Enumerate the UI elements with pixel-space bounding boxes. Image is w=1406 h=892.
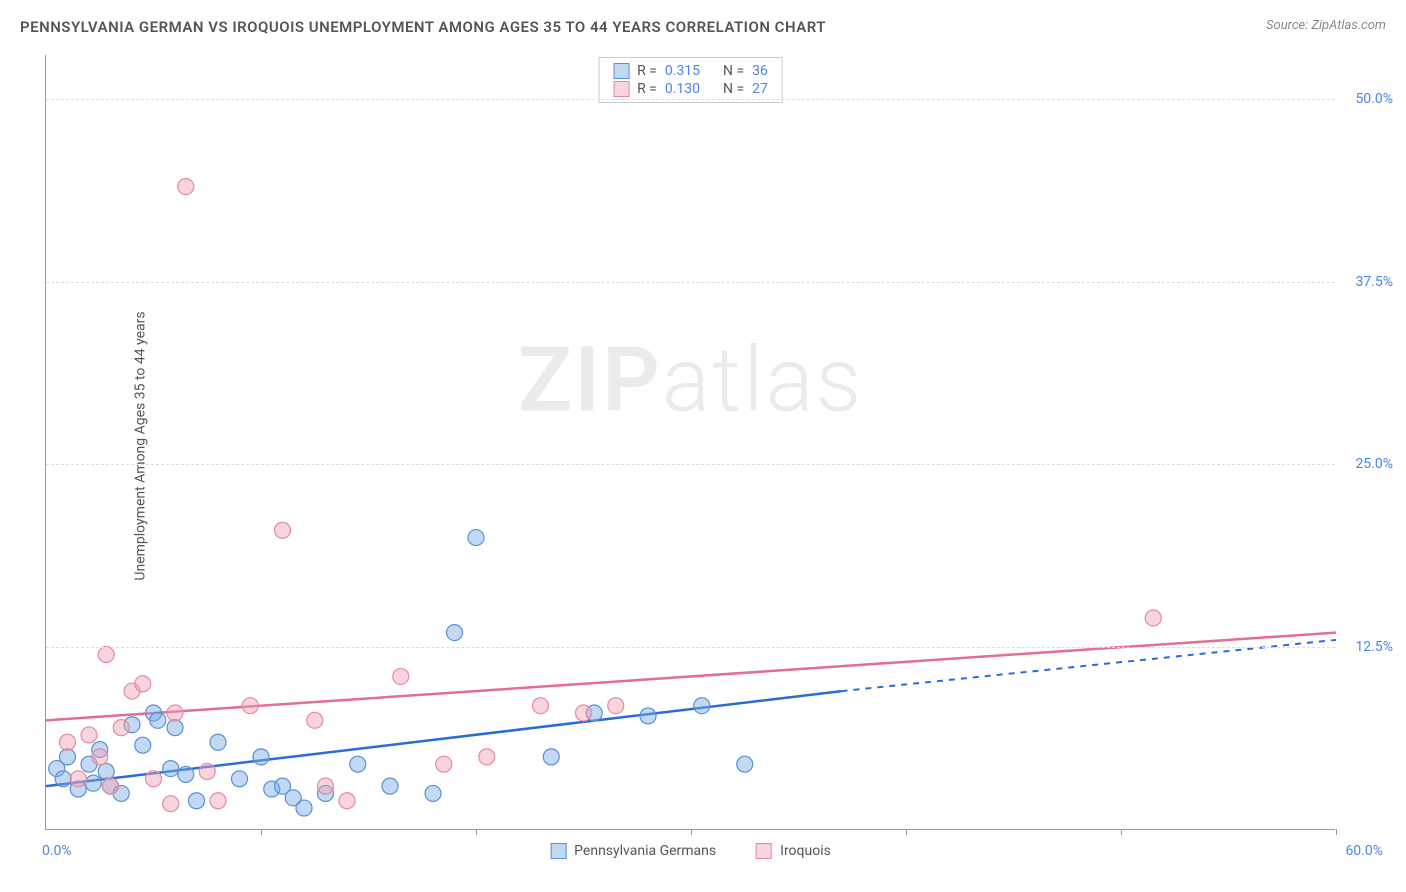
legend-label-pg: Pennsylvania Germans bbox=[574, 843, 716, 859]
gridline-h bbox=[46, 282, 1335, 283]
data-point bbox=[608, 698, 624, 714]
data-point bbox=[468, 530, 484, 546]
data-point bbox=[163, 761, 179, 777]
data-point bbox=[81, 727, 97, 743]
gridline-h bbox=[46, 99, 1335, 100]
gridline-h bbox=[46, 464, 1335, 465]
data-point bbox=[382, 778, 398, 794]
data-point bbox=[135, 737, 151, 753]
data-point bbox=[210, 734, 226, 750]
y-tick-label: 37.5% bbox=[1355, 274, 1393, 290]
data-point bbox=[150, 712, 166, 728]
data-point bbox=[60, 734, 76, 750]
data-point bbox=[98, 764, 114, 780]
data-point bbox=[232, 771, 248, 787]
data-point bbox=[242, 698, 258, 714]
data-point bbox=[393, 668, 409, 684]
x-tick bbox=[691, 829, 692, 835]
trend-line-Iroquois bbox=[46, 633, 1336, 721]
x-tick bbox=[906, 829, 907, 835]
y-tick-label: 25.0% bbox=[1355, 456, 1393, 472]
data-point bbox=[60, 749, 76, 765]
data-point bbox=[98, 647, 114, 663]
data-point bbox=[146, 771, 162, 787]
plot-svg bbox=[46, 55, 1335, 829]
x-tick bbox=[1336, 829, 1337, 835]
data-point bbox=[70, 771, 86, 787]
data-point bbox=[55, 771, 71, 787]
data-point bbox=[339, 793, 355, 809]
data-point bbox=[350, 756, 366, 772]
legend-bottom: Pennsylvania Germans Iroquois bbox=[550, 843, 831, 859]
data-point bbox=[199, 764, 215, 780]
data-point bbox=[296, 800, 312, 816]
data-point bbox=[163, 796, 179, 812]
x-max-label: 60.0% bbox=[1345, 843, 1383, 859]
legend-item-ir: Iroquois bbox=[756, 843, 831, 859]
data-point bbox=[92, 749, 108, 765]
data-point bbox=[576, 705, 592, 721]
data-point bbox=[425, 785, 441, 801]
data-point bbox=[737, 756, 753, 772]
data-point bbox=[479, 749, 495, 765]
data-point bbox=[167, 705, 183, 721]
legend-swatch-ir bbox=[756, 843, 772, 859]
chart-title: PENNSYLVANIA GERMAN VS IROQUOIS UNEMPLOY… bbox=[20, 18, 826, 36]
y-tick-label: 50.0% bbox=[1355, 91, 1393, 107]
data-point bbox=[103, 778, 119, 794]
legend-item-pg: Pennsylvania Germans bbox=[550, 843, 716, 859]
data-point bbox=[447, 625, 463, 641]
x-min-label: 0.0% bbox=[42, 843, 72, 859]
gridline-h bbox=[46, 647, 1335, 648]
legend-label-ir: Iroquois bbox=[780, 843, 831, 859]
data-point bbox=[1145, 610, 1161, 626]
data-point bbox=[167, 720, 183, 736]
data-point bbox=[640, 708, 656, 724]
data-point bbox=[210, 793, 226, 809]
plot-area: ZIPatlas R = 0.315 N = 36 R = 0.130 N = … bbox=[45, 55, 1335, 830]
data-point bbox=[318, 778, 334, 794]
data-point bbox=[307, 712, 323, 728]
data-point bbox=[253, 749, 269, 765]
data-point bbox=[135, 676, 151, 692]
data-point bbox=[85, 775, 101, 791]
data-point bbox=[436, 756, 452, 772]
x-tick bbox=[476, 829, 477, 835]
data-point bbox=[694, 698, 710, 714]
data-point bbox=[178, 766, 194, 782]
data-point bbox=[543, 749, 559, 765]
data-point bbox=[189, 793, 205, 809]
source-label: Source: ZipAtlas.com bbox=[1266, 18, 1386, 33]
legend-swatch-pg bbox=[550, 843, 566, 859]
data-point bbox=[533, 698, 549, 714]
data-point bbox=[178, 179, 194, 195]
y-tick-label: 12.5% bbox=[1355, 639, 1393, 655]
data-point bbox=[113, 720, 129, 736]
x-tick bbox=[1121, 829, 1122, 835]
x-tick bbox=[261, 829, 262, 835]
data-point bbox=[275, 522, 291, 538]
